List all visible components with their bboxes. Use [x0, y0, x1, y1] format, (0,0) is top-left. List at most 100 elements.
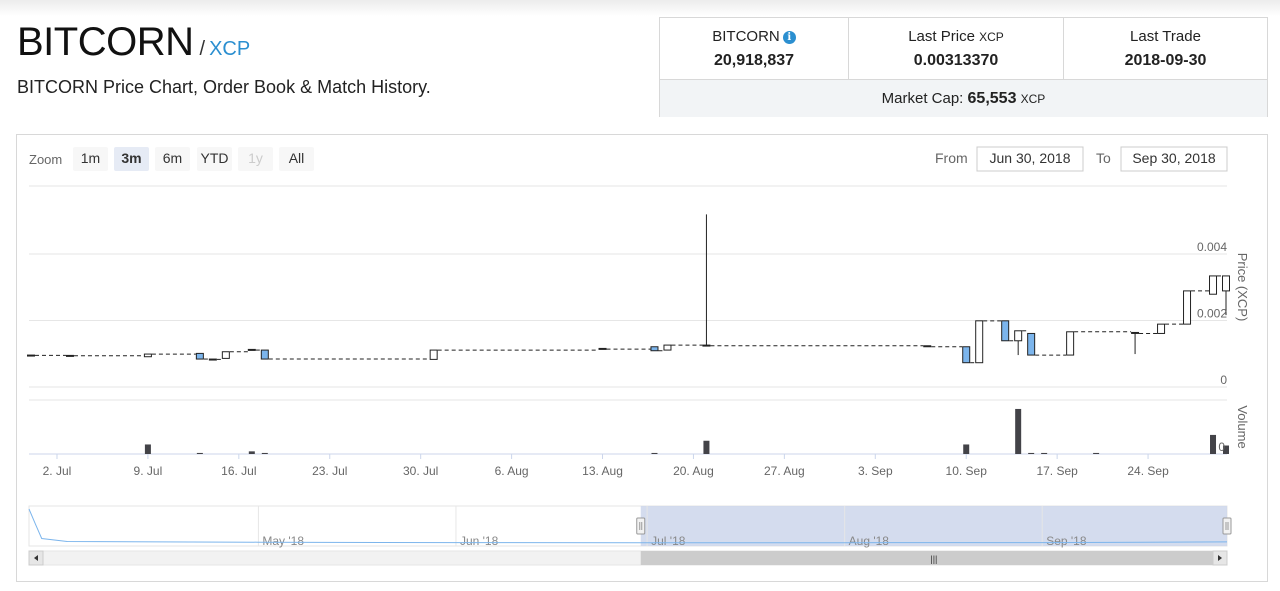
price-axis-tick: 0.004 [1197, 240, 1227, 254]
price-chart[interactable]: Zoom 1m 3m 6m YTD 1y All From Jun 30, 2018 To… [17, 135, 1267, 581]
to-date-value: Sep 30, 2018 [1132, 150, 1216, 166]
stats-row: BITCORN i 20,918,837 Last Price XCP 0.003… [660, 18, 1267, 80]
scrollbar-grip: ||| [930, 554, 937, 564]
navigator-label: May '18 [262, 534, 304, 548]
zoom-button-ytd[interactable] [197, 147, 232, 171]
last-price-cell: Last Price XCP 0.00313370 [849, 18, 1064, 79]
asset-name: BITCORN [17, 20, 194, 64]
navigator-handle-left[interactable] [636, 517, 646, 535]
market-cap-label: Market Cap: [881, 90, 964, 107]
navigator-handle-right[interactable] [1222, 517, 1232, 535]
x-axis-label: 27. Aug [764, 464, 805, 478]
candle [1066, 331, 1075, 356]
x-axis-label: 16. Jul [221, 464, 256, 478]
last-price-unit: XCP [979, 30, 1004, 44]
to-date-input[interactable] [1120, 146, 1228, 172]
volume-bar [1041, 452, 1048, 454]
zoom-button-3m[interactable] [114, 147, 149, 171]
x-axis-label: 24. Sep [1127, 464, 1169, 478]
price-axis-tick: 0 [1220, 373, 1227, 387]
candle [663, 344, 672, 351]
price-axis: 0 0.002 0.004 [1197, 240, 1227, 387]
zoom-button-group: 1m 3m 6m YTD 1y All [73, 147, 314, 171]
x-axis-label: 13. Aug [582, 464, 623, 478]
supply-value: 20,918,837 [713, 52, 795, 69]
market-cap-unit: XCP [1020, 92, 1046, 106]
candle [962, 346, 971, 364]
from-date-input[interactable] [976, 146, 1084, 172]
volume-bar [248, 451, 255, 454]
last-price-label: Last Price [908, 28, 975, 45]
candle [923, 345, 932, 348]
candle [598, 347, 607, 350]
supply-label: BITCORN [712, 28, 780, 45]
chart-panel: Zoom 1m 3m 6m YTD 1y All From Jun 30, 2018 To… [16, 134, 1268, 582]
volume-bar [703, 440, 710, 454]
navigator-label: Jul '18 [651, 534, 686, 548]
top-shadow [0, 0, 1280, 16]
x-axis-label: 2. Jul [43, 464, 72, 478]
zoom-button-label: 6m [163, 150, 182, 166]
volume-axis-tick: 0 [1218, 440, 1225, 454]
quote-asset-link[interactable]: XCP [209, 38, 251, 60]
last-trade-label: Last Trade [1130, 28, 1201, 45]
candle [195, 352, 204, 360]
x-axis-label: 20. Aug [673, 464, 714, 478]
navigator-label: Jun '18 [460, 534, 499, 548]
arrow-left-icon [34, 555, 38, 561]
zoom-label: Zoom [29, 152, 62, 167]
candle [1183, 290, 1192, 325]
x-axis-label: 30. Jul [403, 464, 438, 478]
candle [143, 353, 152, 358]
volume-bar [144, 444, 151, 454]
navigator-label: Aug '18 [849, 534, 890, 548]
candle [1131, 331, 1140, 334]
volume-bar [196, 452, 203, 454]
zoom-button-label: 1m [81, 150, 100, 166]
zoom-button-label: 1y [248, 150, 263, 166]
candle [1027, 332, 1036, 356]
navigator[interactable]: May '18 Jun '18 Jul '18 Aug '18 Sep '18 [28, 505, 1232, 548]
x-axis-label: 6. Aug [495, 464, 529, 478]
candle [221, 351, 230, 359]
zoom-button-all[interactable] [279, 147, 314, 171]
candle [260, 349, 269, 360]
candle [1001, 320, 1010, 342]
from-label: From [935, 150, 968, 166]
to-label: To [1096, 150, 1111, 166]
x-axis-label: 10. Sep [946, 464, 988, 478]
candle [1209, 275, 1218, 295]
candle [208, 358, 217, 361]
zoom-button-1y [238, 147, 273, 171]
candle [650, 346, 659, 352]
volume-bar [261, 452, 268, 454]
candle [1222, 275, 1230, 292]
chart-grid [29, 185, 1227, 455]
arrow-right-icon [1218, 555, 1222, 561]
zoom-button-6m[interactable] [155, 147, 190, 171]
zoom-button-label: All [289, 150, 305, 166]
candle [65, 354, 74, 357]
volume-bar [1093, 452, 1100, 454]
candle [702, 344, 711, 347]
x-axis-label: 9. Jul [134, 464, 163, 478]
last-price-value: 0.00313370 [913, 52, 999, 69]
zoom-button-1m[interactable] [73, 147, 108, 171]
volume-bar [1223, 445, 1229, 454]
last-trade-cell: Last Trade 2018-09-30 [1064, 18, 1267, 79]
scrollbar-thumb[interactable] [640, 551, 1227, 565]
date-axis: 2. Jul 9. Jul 16. Jul 23. Jul 30. Jul 6. Aug 1… [43, 454, 1169, 478]
candle [1014, 330, 1023, 342]
navigator-selected-range [640, 506, 1227, 546]
volume-bar [1015, 408, 1022, 454]
volume-series [144, 408, 1229, 454]
candle [27, 354, 35, 357]
title-slash: / [199, 38, 206, 60]
price-axis-title: Price (XCP) [1235, 253, 1250, 322]
info-icon[interactable]: i [782, 31, 796, 44]
candle [429, 349, 438, 360]
x-axis-label: 23. Jul [312, 464, 347, 478]
scrollbar[interactable]: ||| [28, 550, 1228, 566]
volume-bar [1028, 452, 1035, 454]
stats-panel: BITCORN i 20,918,837 Last Price XCP 0.003… [659, 17, 1268, 117]
